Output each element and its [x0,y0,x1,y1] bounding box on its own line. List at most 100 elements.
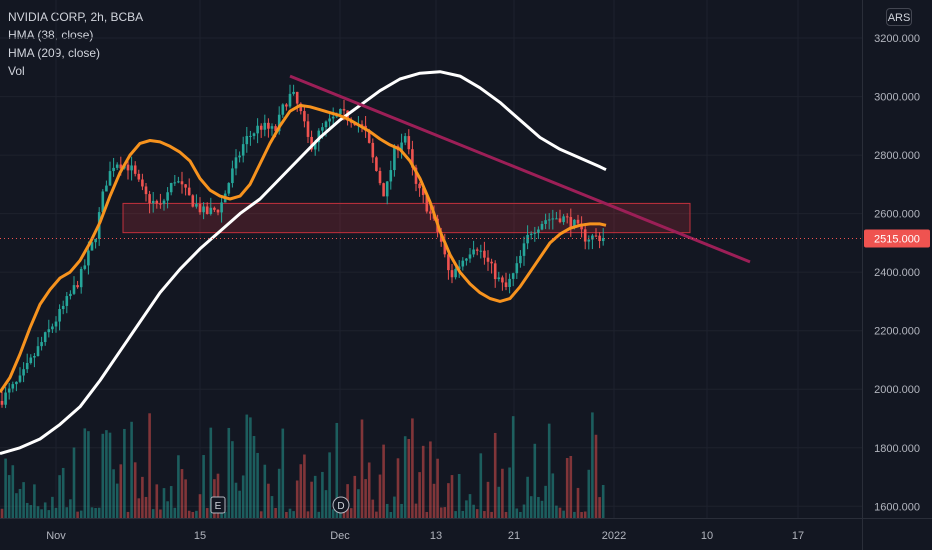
candle-body [569,217,573,228]
volume-bar [256,452,259,518]
candle-body [313,142,317,150]
volume-bar [151,509,155,518]
volume-bar [58,475,61,518]
candle-body [385,181,389,197]
candle-body [382,183,385,197]
volume-bar [166,501,169,518]
indicator-volume[interactable]: Vol [8,64,25,78]
volume-bar [123,428,126,518]
candle-body [504,282,508,288]
candle-body [306,121,310,137]
volume-bar [177,455,180,518]
candle-body [324,121,328,128]
volume-bar [310,481,313,518]
volume-bar [29,505,33,518]
price-tick-label: 2400.000 [874,267,920,279]
volume-bar [187,510,191,518]
volume-bar [72,447,76,518]
volume-bar [490,511,493,518]
candle-body [544,220,547,224]
volume-bar [382,444,385,518]
price-tick-label: 2000.000 [874,384,920,396]
candle-body [141,179,144,187]
volume-bar [375,511,378,518]
volume-bar [407,438,411,518]
candle-body [173,182,177,184]
candle-body [407,136,411,150]
volume-bar [447,483,450,518]
volume-bar [526,476,529,518]
price-tick-label: 3000.000 [874,92,920,104]
volume-bar [162,488,166,518]
earnings-marker [210,496,226,514]
candle-body [447,254,450,271]
candle-body [547,219,551,221]
candle-body [202,206,205,213]
candle-body [216,209,220,213]
volume-bar [101,433,105,518]
volume-bar [436,458,439,518]
candle-body [148,194,151,204]
candle-body [130,165,133,171]
volume-bar [547,423,551,518]
candle-body [191,195,195,207]
volume-bar [385,503,389,518]
candle-body [159,203,162,205]
candle-body [249,135,252,137]
candle-body [598,235,601,242]
indicator-hma-209[interactable]: HMA (209, close) [8,46,101,60]
time-axis: Nov 15 Dec 13 21 2022 10 17 [46,530,804,542]
last-price-badge [864,229,930,248]
volume-bar [418,472,421,518]
candle-body [137,173,141,180]
volume-bar [263,464,267,518]
volume-bar [515,508,519,518]
volume-bar [173,507,177,518]
candle-body [310,136,313,150]
candle-body [511,273,515,279]
candle-body [501,277,504,283]
candle-body [587,239,591,242]
candle-body [79,268,83,288]
candle-body [454,268,457,278]
candle-body [299,103,303,112]
candle-body [533,232,537,234]
volume-bar [504,511,508,518]
volume-bar [601,484,605,518]
candle-body [328,118,331,122]
candle-body [47,329,51,333]
volume-bar [421,445,425,518]
symbol-title[interactable]: NVIDIA CORP, 2h, BCBA [8,10,144,24]
volume-bar [583,511,587,518]
candle-body [281,104,285,115]
volume-bar [400,503,403,518]
volume-bar [306,511,310,518]
volume-bar [249,417,252,518]
price-axis: 3200.000 3000.000 2800.000 2600.000 2400.000… [864,33,930,513]
candle-body [594,235,598,237]
time-tick-label: Dec [330,530,350,542]
candle-body [22,369,25,376]
volume-bar [36,506,40,518]
candle-body [15,381,18,385]
candle-body [429,211,432,214]
candle-body [285,104,288,107]
candle-body [241,144,245,156]
currency-button[interactable]: ARS [886,8,912,26]
volume-bar [216,473,220,518]
candle-body [7,388,11,393]
candle-body [321,127,324,131]
volume-bar [587,469,591,518]
volume-bar [97,507,101,518]
candle-body [583,229,587,242]
volume-bar [598,497,601,518]
candle-body [263,122,267,130]
volume-bar [591,412,594,518]
candle-body [256,125,259,134]
volume-bar [191,511,195,518]
volume-bar [65,507,69,518]
volume-bar [457,474,461,518]
volume-bar [137,498,141,518]
volume-bar [220,511,223,518]
